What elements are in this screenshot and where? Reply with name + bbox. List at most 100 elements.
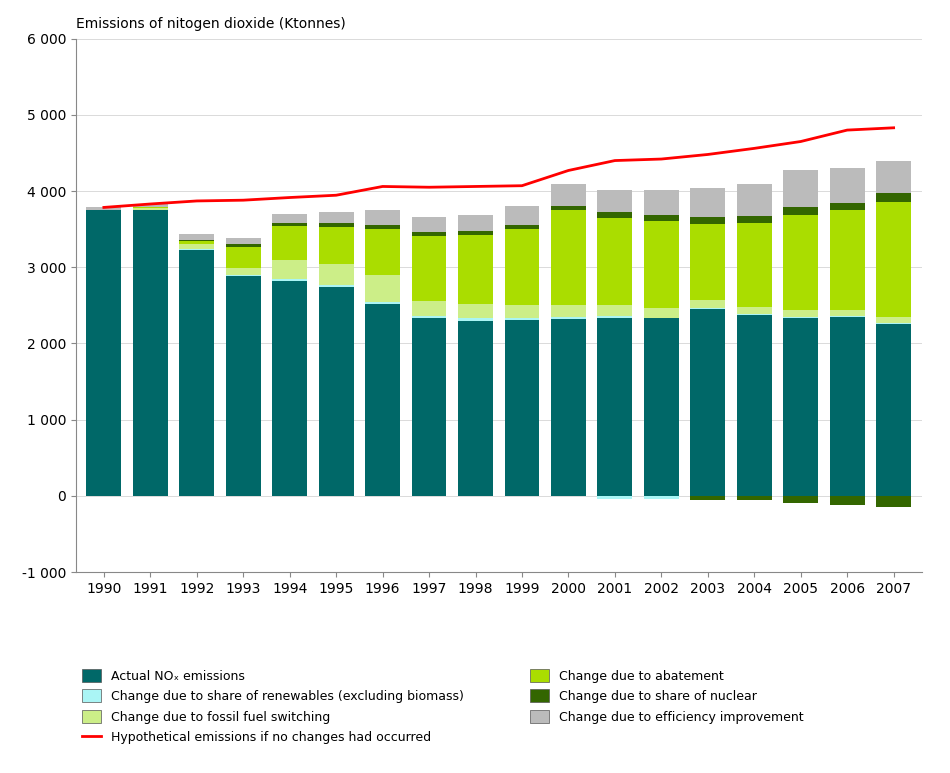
Bar: [876, 193, 911, 203]
Bar: [411, 318, 446, 495]
Bar: [365, 275, 400, 301]
Hypothetical emissions if no changes had occurred: [656, 155, 667, 164]
Hypothetical emissions if no changes had occurred: [284, 193, 295, 203]
Bar: [458, 304, 493, 318]
Bar: [411, 301, 446, 316]
Bar: [876, 203, 911, 317]
Hypothetical emissions if no changes had occurred: [888, 123, 900, 132]
Hypothetical emissions if no changes had occurred: [516, 181, 527, 190]
Bar: [829, 168, 864, 203]
Bar: [737, 216, 771, 223]
Bar: [551, 206, 586, 210]
Hypothetical emissions if no changes had occurred: [702, 150, 713, 159]
Bar: [411, 236, 446, 301]
Bar: [504, 305, 540, 318]
Bar: [829, 203, 864, 210]
Bar: [273, 226, 307, 260]
Bar: [133, 210, 168, 495]
Hypothetical emissions if no changes had occurred: [562, 166, 574, 175]
Bar: [644, 495, 678, 499]
Bar: [226, 237, 260, 244]
Bar: [365, 301, 400, 304]
Bar: [319, 287, 353, 495]
Bar: [737, 315, 771, 495]
Bar: [598, 318, 633, 495]
Bar: [180, 234, 214, 240]
Bar: [784, 318, 818, 495]
Bar: [829, 317, 864, 495]
Bar: [737, 495, 771, 499]
Bar: [784, 495, 818, 503]
Bar: [86, 210, 122, 495]
Bar: [784, 310, 818, 317]
Bar: [644, 189, 678, 215]
Bar: [784, 215, 818, 310]
Bar: [458, 318, 493, 321]
Bar: [551, 305, 586, 317]
Bar: [829, 495, 864, 505]
Bar: [691, 224, 725, 300]
Bar: [691, 495, 725, 499]
Bar: [365, 229, 400, 275]
Bar: [784, 207, 818, 215]
Hypothetical emissions if no changes had occurred: [238, 196, 249, 205]
Bar: [551, 210, 586, 305]
Bar: [598, 218, 633, 305]
Bar: [133, 208, 168, 209]
Bar: [504, 226, 540, 229]
Bar: [551, 317, 586, 319]
Bar: [551, 319, 586, 495]
Bar: [504, 318, 540, 320]
Bar: [737, 184, 771, 216]
Hypothetical emissions if no changes had occurred: [842, 125, 853, 135]
Bar: [226, 275, 260, 277]
Bar: [876, 161, 911, 193]
Bar: [226, 277, 260, 495]
Bar: [598, 305, 633, 316]
Bar: [411, 217, 446, 232]
Bar: [458, 235, 493, 304]
Bar: [644, 221, 678, 308]
Bar: [319, 212, 353, 223]
Hypothetical emissions if no changes had occurred: [331, 191, 342, 200]
Bar: [737, 223, 771, 307]
Bar: [226, 244, 260, 247]
Bar: [458, 215, 493, 231]
Bar: [411, 232, 446, 236]
Bar: [180, 241, 214, 244]
Bar: [458, 231, 493, 235]
Bar: [644, 308, 678, 318]
Bar: [598, 213, 633, 218]
Bar: [365, 225, 400, 229]
Bar: [180, 240, 214, 241]
Bar: [273, 281, 307, 495]
Bar: [829, 210, 864, 309]
Bar: [411, 316, 446, 318]
Legend: Change due to abatement, Change due to share of nuclear, Change due to efficienc: Change due to abatement, Change due to s…: [530, 669, 804, 724]
Bar: [319, 226, 353, 264]
Hypothetical emissions if no changes had occurred: [795, 137, 807, 146]
Bar: [273, 260, 307, 279]
Bar: [784, 171, 818, 207]
Bar: [876, 324, 911, 495]
Hypothetical emissions if no changes had occurred: [377, 182, 389, 191]
Bar: [273, 213, 307, 223]
Bar: [504, 206, 540, 226]
Bar: [644, 318, 678, 495]
Bar: [180, 249, 214, 250]
Bar: [737, 307, 771, 315]
Bar: [319, 223, 353, 226]
Bar: [876, 495, 911, 507]
Bar: [551, 184, 586, 206]
Bar: [598, 316, 633, 318]
Bar: [365, 210, 400, 225]
Hypothetical emissions if no changes had occurred: [749, 144, 760, 153]
Bar: [180, 250, 214, 495]
Hypothetical emissions if no changes had occurred: [144, 199, 156, 209]
Bar: [273, 223, 307, 226]
Hypothetical emissions if no changes had occurred: [98, 203, 109, 212]
Bar: [598, 495, 633, 499]
Bar: [691, 300, 725, 308]
Bar: [226, 268, 260, 275]
Bar: [86, 207, 122, 209]
